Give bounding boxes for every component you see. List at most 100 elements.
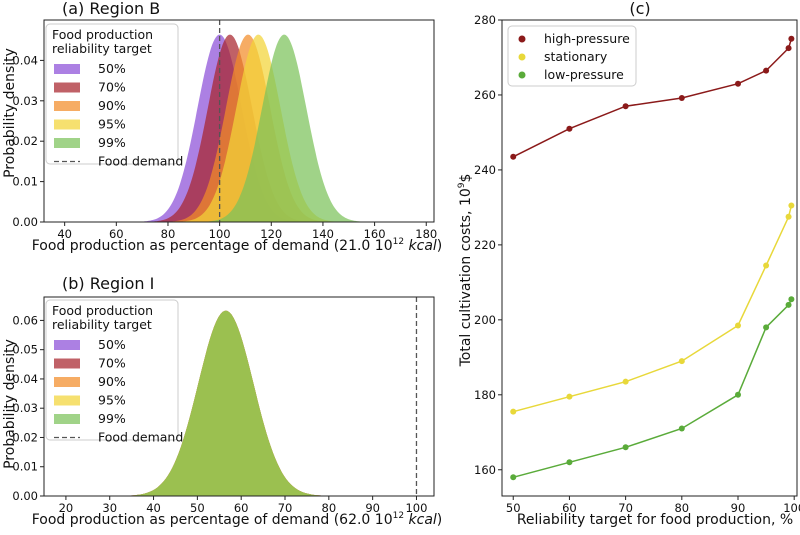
c-frame [501,19,798,497]
b-legend-label: 90% [98,374,126,389]
c-ytick-label: 180 [474,388,496,402]
a-legend-label: 90% [98,98,126,113]
panel-c-costs: (c) 50 60 70 80 90 100 160 180 200 220 240 260 280 T… [457,0,800,528]
c-series-stationary [510,202,795,415]
b-legend-label: 99% [98,411,126,426]
a-xtick-label: 100 [209,227,231,241]
b-xtick-label: 90 [365,501,380,515]
a-legend-label: 70% [98,80,126,95]
c-point-low-pressure [622,444,629,451]
panel-b-region-i: (b) Region I 20 30 40 50 60 70 80 90 100 0.00 0.01… [2,274,442,528]
b-legend-label: 50% [98,337,126,352]
a-legend-demand-label: Food demand [98,154,183,169]
c-legend-marker [518,53,526,61]
b-xtick-label: 50 [190,501,205,515]
c-point-stationary [622,378,629,385]
b-xtick-label: 30 [102,501,117,515]
b-ytick-label: 0.00 [12,489,38,503]
a-xtick-label: 120 [260,227,282,241]
c-xtick-label: 80 [674,501,689,515]
a-legend-swatch [54,138,80,148]
b-legend-swatch [54,340,80,350]
panel-c-legend: high-pressure stationary low-pressure [507,25,637,87]
panel-c-axes: 50 60 70 80 90 100 160 180 200 220 240 260 280 [474,13,800,515]
c-series-low-pressure [510,296,795,481]
c-point-stationary [763,262,770,269]
b-ytick-label: 0.03 [12,401,38,415]
c-point-stationary [510,408,517,415]
c-legend-label: stationary [544,49,608,64]
a-xtick-label: 140 [312,227,334,241]
b-legend-swatch [54,395,80,406]
a-xtick-label: 40 [57,227,72,241]
panel-c-title: (c) [629,0,650,18]
b-ytick-label: 0.06 [12,313,38,327]
c-point-high-pressure [785,45,792,52]
panel-a-ylabel: Probability density [2,48,18,178]
c-point-high-pressure [510,153,517,160]
a-legend-swatch [54,119,80,130]
c-point-high-pressure [622,103,629,110]
c-xtick-label: 90 [731,501,746,515]
a-ytick-label: 0.01 [12,175,38,189]
a-legend-label: 50% [98,61,126,76]
c-legend-label: low-pressure [544,67,624,82]
a-hist-99pct [195,34,374,222]
c-legend-marker [518,71,526,79]
b-legend-title-line1: Food production [52,303,153,318]
panel-c-xlabel: Reliability target for food production, … [517,512,793,528]
c-point-stationary [788,202,795,209]
b-xtick-label: 60 [234,501,249,515]
b-hist-99pct [115,310,337,496]
panel-a-region-b: (a) Region B 40 60 80 100 120 140 160 180 0.00 0.… [2,0,442,254]
c-xtick-label: 100 [783,501,800,515]
c-xtick-label: 70 [618,501,633,515]
c-point-stationary [785,213,792,220]
a-legend-label: 99% [98,135,126,150]
c-ytick-label: 160 [474,463,496,477]
a-series-99pct [195,34,374,222]
b-xtick-label: 80 [322,501,337,515]
a-xtick-label: 180 [415,227,437,241]
panel-c-ylabel: Total cultivation costs, 109$ [457,174,474,368]
b-series-99pct [115,310,337,496]
c-xtick-label: 50 [506,501,521,515]
a-legend-title-line1: Food production [52,27,153,42]
a-legend-swatch [54,64,80,74]
b-legend-swatch [54,377,80,387]
c-point-low-pressure [763,324,770,331]
c-point-high-pressure [735,80,741,87]
b-legend-label: 95% [98,393,126,408]
a-ytick-label: 0.03 [12,94,38,108]
panel-a-axes: 40 60 80 100 120 140 160 180 0.00 0.01 0.02 0.03 0.0… [12,19,437,241]
c-point-low-pressure [510,474,517,481]
a-xtick-label: 60 [109,227,124,241]
c-legend-marker [518,35,526,43]
a-xtick-label: 160 [364,227,386,241]
b-xtick-label: 70 [278,501,293,515]
c-point-high-pressure [678,94,685,101]
a-legend-label: 95% [98,117,126,132]
c-line-stationary [513,205,793,413]
a-legend-swatch [54,101,80,111]
b-ytick-label: 0.05 [12,343,38,357]
panel-c-series [510,35,795,481]
b-legend-demand-label: Food demand [98,430,183,445]
b-legend-swatch [54,414,80,424]
c-line-high-pressure [512,38,793,158]
panel-b-xlabel: Food production as percentage of demand … [32,511,443,528]
b-xtick-label: 100 [405,501,427,515]
panel-b-histograms [115,310,337,496]
a-frame [43,19,435,223]
panel-a-xlabel: Food production as percentage of demand … [32,237,443,254]
c-legend-label: high-pressure [544,31,630,46]
panel-b-axes: 20 30 40 50 60 70 80 90 100 0.00 0.01 0.02 0.03 0.04 0… [12,296,435,515]
a-ytick-label: 0.00 [12,215,38,229]
c-line-low-pressure [513,298,793,479]
c-point-low-pressure [788,296,795,303]
b-ytick-label: 0.02 [12,430,38,444]
c-series-high-pressure [510,35,795,160]
c-ytick-label: 240 [474,163,496,177]
